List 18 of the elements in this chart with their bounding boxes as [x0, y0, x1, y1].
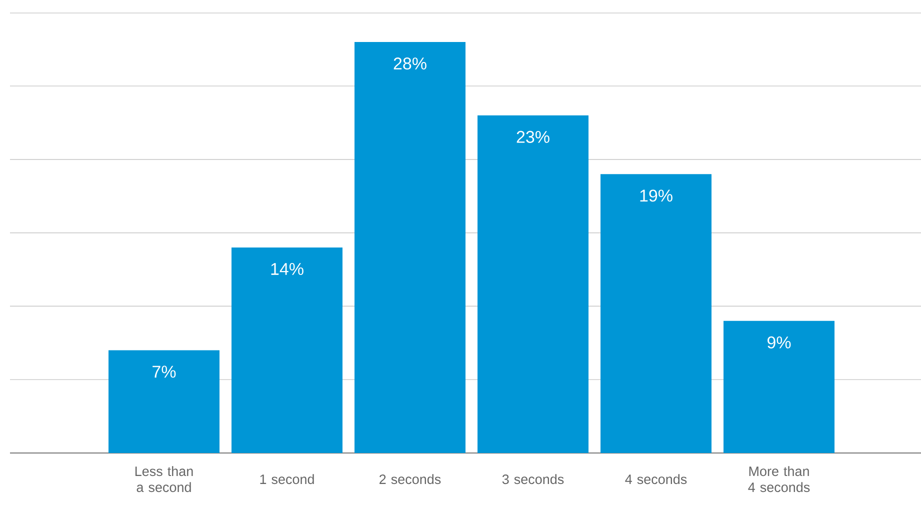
x-tick-label: 2 seconds	[380, 474, 441, 484]
bar	[724, 320, 835, 453]
bar	[600, 174, 712, 453]
x-tick-label: 4 seconds	[625, 474, 687, 484]
data-label: 14%	[271, 263, 304, 275]
x-tick-label: Less than a second	[135, 466, 193, 492]
data-label: 19%	[640, 190, 672, 202]
bar	[354, 42, 466, 453]
x-tick-label: More than 4 seconds	[748, 466, 810, 492]
bar	[108, 350, 220, 453]
bar	[478, 115, 589, 453]
data-label: 28%	[394, 58, 426, 70]
bar	[232, 247, 342, 453]
data-label: 7%	[152, 366, 176, 378]
x-tick-label: 1 second	[260, 474, 314, 484]
x-tick-label: 3 seconds	[502, 474, 564, 484]
data-label: 9%	[768, 336, 791, 348]
data-label: 23%	[516, 130, 550, 143]
